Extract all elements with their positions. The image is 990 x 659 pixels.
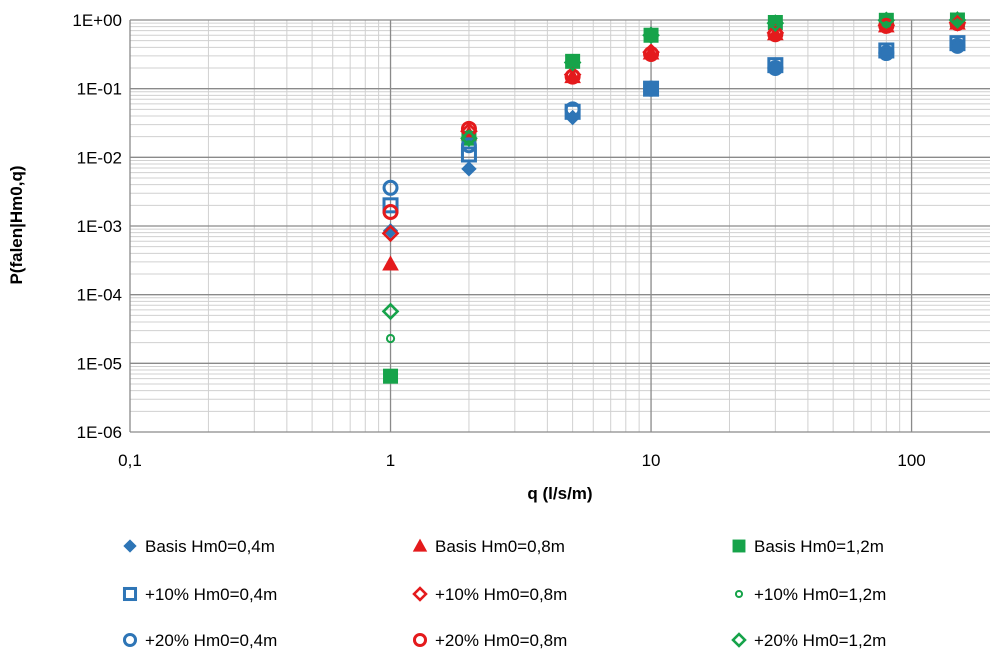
legend-item: +20% Hm0=0,4m xyxy=(122,631,277,650)
x-tick-label: 0,1 xyxy=(118,451,142,470)
data-point xyxy=(643,45,660,62)
data-point xyxy=(948,11,967,29)
data-point xyxy=(949,37,966,54)
data-point xyxy=(381,302,400,321)
legend-label: Basis Hm0=1,2m xyxy=(754,537,884,556)
data-point xyxy=(568,57,578,68)
data-point xyxy=(766,14,785,32)
legend-marker xyxy=(122,632,138,648)
y-tick-label: 1E-01 xyxy=(77,80,122,99)
legend-marker xyxy=(123,539,137,553)
x-tick-label: 100 xyxy=(897,451,925,470)
data-point xyxy=(878,45,895,62)
legend: Basis Hm0=0,4m Basis Hm0=0,8m Basis Hm0=1,… xyxy=(122,537,886,650)
legend-marker xyxy=(734,589,744,599)
data-point xyxy=(383,368,399,384)
data-point xyxy=(464,132,474,142)
data-point xyxy=(643,27,659,43)
data-point xyxy=(385,333,396,344)
legend-item: +20% Hm0=0,8m xyxy=(412,631,567,650)
x-axis-ticks: 0,1 1 10 100 xyxy=(118,451,926,470)
series-7 xyxy=(382,37,966,196)
data-point xyxy=(461,161,477,177)
data-point xyxy=(642,26,660,45)
legend-item: Basis Hm0=0,4m xyxy=(123,537,275,556)
x-tick-label: 1 xyxy=(386,451,395,470)
y-axis-title: P(falen|Hm0,q) xyxy=(7,165,26,284)
legend-label: +10% Hm0=0,4m xyxy=(145,585,277,604)
legend-label: +20% Hm0=0,8m xyxy=(435,631,567,650)
legend-item: +10% Hm0=0,8m xyxy=(412,585,567,604)
legend-item: +10% Hm0=0,4m xyxy=(122,585,277,604)
data-point xyxy=(460,146,477,163)
data-point xyxy=(563,53,582,72)
data-point xyxy=(460,137,477,154)
data-points xyxy=(381,11,967,384)
y-tick-label: 1E-04 xyxy=(77,286,122,305)
data-point xyxy=(878,17,895,34)
legend-label: +10% Hm0=1,2m xyxy=(754,585,886,604)
data-point xyxy=(770,17,780,28)
data-point xyxy=(382,203,399,220)
data-point xyxy=(382,255,399,271)
legend-marker xyxy=(412,586,428,602)
x-axis-title: q (l/s/m) xyxy=(527,484,592,503)
legend-label: +20% Hm0=0,4m xyxy=(145,631,277,650)
legend-marker xyxy=(731,632,747,648)
y-tick-label: 1E-03 xyxy=(77,217,122,236)
data-point xyxy=(767,59,784,76)
data-point xyxy=(382,197,399,214)
legend-marker xyxy=(732,539,746,553)
legend-label: Basis Hm0=0,8m xyxy=(435,537,565,556)
grid-major xyxy=(129,19,990,433)
series-9 xyxy=(381,11,967,321)
y-tick-label: 1E-05 xyxy=(77,354,122,373)
legend-label: Basis Hm0=0,4m xyxy=(145,537,275,556)
legend-item: +20% Hm0=1,2m xyxy=(731,631,886,650)
legend-marker xyxy=(122,586,138,602)
data-point xyxy=(767,26,784,43)
data-point xyxy=(381,224,400,243)
series-6 xyxy=(385,15,963,344)
y-tick-label: 1E+00 xyxy=(72,11,122,30)
legend-item: Basis Hm0=1,2m xyxy=(732,537,884,556)
y-axis-ticks: 1E-06 1E-05 1E-04 1E-03 1E-02 1E-01 1E+00 xyxy=(72,11,122,442)
data-point xyxy=(460,120,477,137)
y-tick-label: 1E-02 xyxy=(77,148,122,167)
data-point xyxy=(382,179,399,196)
legend-label: +20% Hm0=1,2m xyxy=(754,631,886,650)
series-3 xyxy=(383,12,965,384)
data-point xyxy=(646,30,656,40)
data-point xyxy=(949,15,966,32)
legend-marker xyxy=(412,538,428,552)
x-tick-label: 10 xyxy=(642,451,661,470)
legend-item: +10% Hm0=1,2m xyxy=(734,585,886,604)
y-tick-label: 1E-06 xyxy=(77,423,122,442)
data-point xyxy=(382,223,399,239)
legend-item: Basis Hm0=0,8m xyxy=(412,537,565,556)
legend-label: +10% Hm0=0,8m xyxy=(435,585,567,604)
series-5 xyxy=(381,13,967,243)
legend-marker xyxy=(412,632,428,648)
data-point xyxy=(460,129,478,148)
data-point xyxy=(643,80,660,97)
data-point xyxy=(564,101,581,118)
data-point xyxy=(877,11,896,30)
